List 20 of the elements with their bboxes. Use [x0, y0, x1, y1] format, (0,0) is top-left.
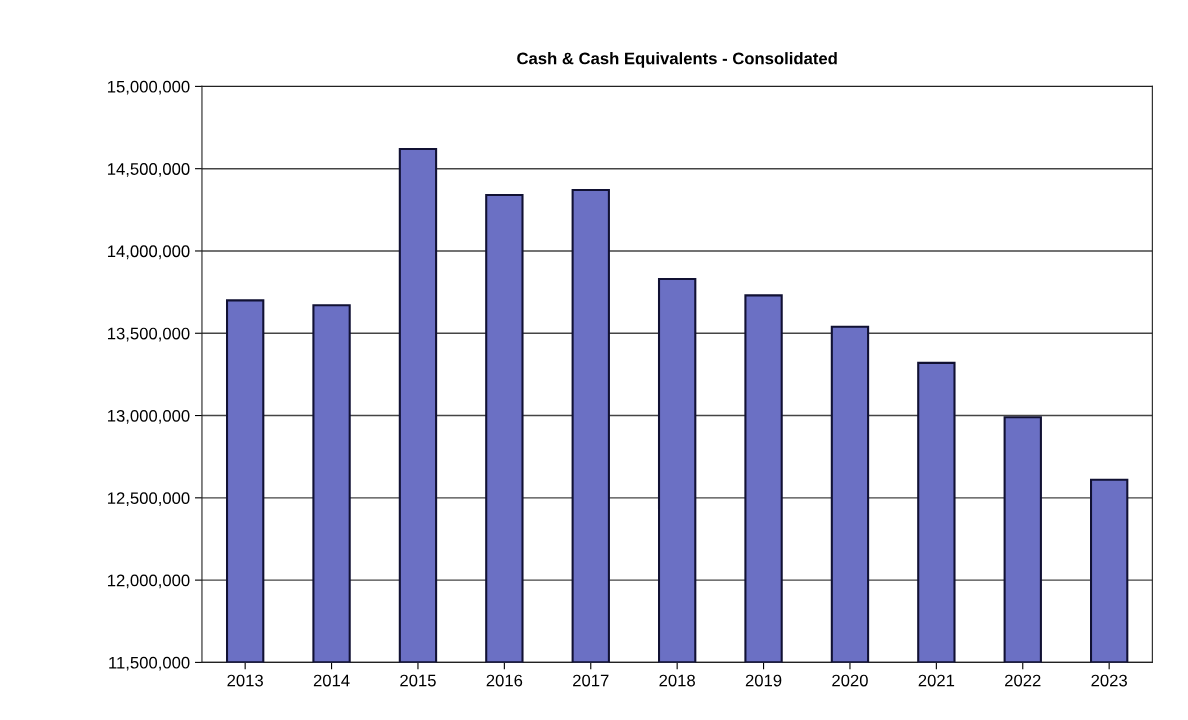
x-tick-label: 2020: [832, 674, 868, 687]
x-tick-label: 2017: [573, 674, 609, 687]
y-tick-label: 14,000,000: [108, 245, 190, 260]
y-tick-label: 13,000,000: [108, 409, 190, 424]
x-tick-label: 2023: [1091, 674, 1127, 687]
y-tick-label: 12,000,000: [108, 574, 190, 589]
x-tick-label: 2016: [486, 674, 523, 687]
x-tick-label: 2014: [313, 674, 350, 687]
x-tick-label: 2018: [659, 674, 695, 687]
y-tick-label: 15,000,000: [108, 80, 190, 95]
x-tick-label: 2013: [227, 674, 263, 687]
x-tick-label: 2021: [918, 674, 955, 687]
chart-title: Cash & Cash Equivalents - Consolidated: [517, 52, 837, 68]
y-tick-label: 14,500,000: [108, 163, 190, 177]
y-tick-label: 12,500,000: [108, 492, 190, 506]
y-tick-label: 11,500,000: [109, 656, 190, 671]
x-tick-label: 2015: [400, 674, 436, 687]
y-tick-label: 13,500,000: [108, 327, 190, 342]
x-tick-label: 2019: [745, 674, 782, 687]
x-tick-label: 2022: [1005, 674, 1041, 687]
